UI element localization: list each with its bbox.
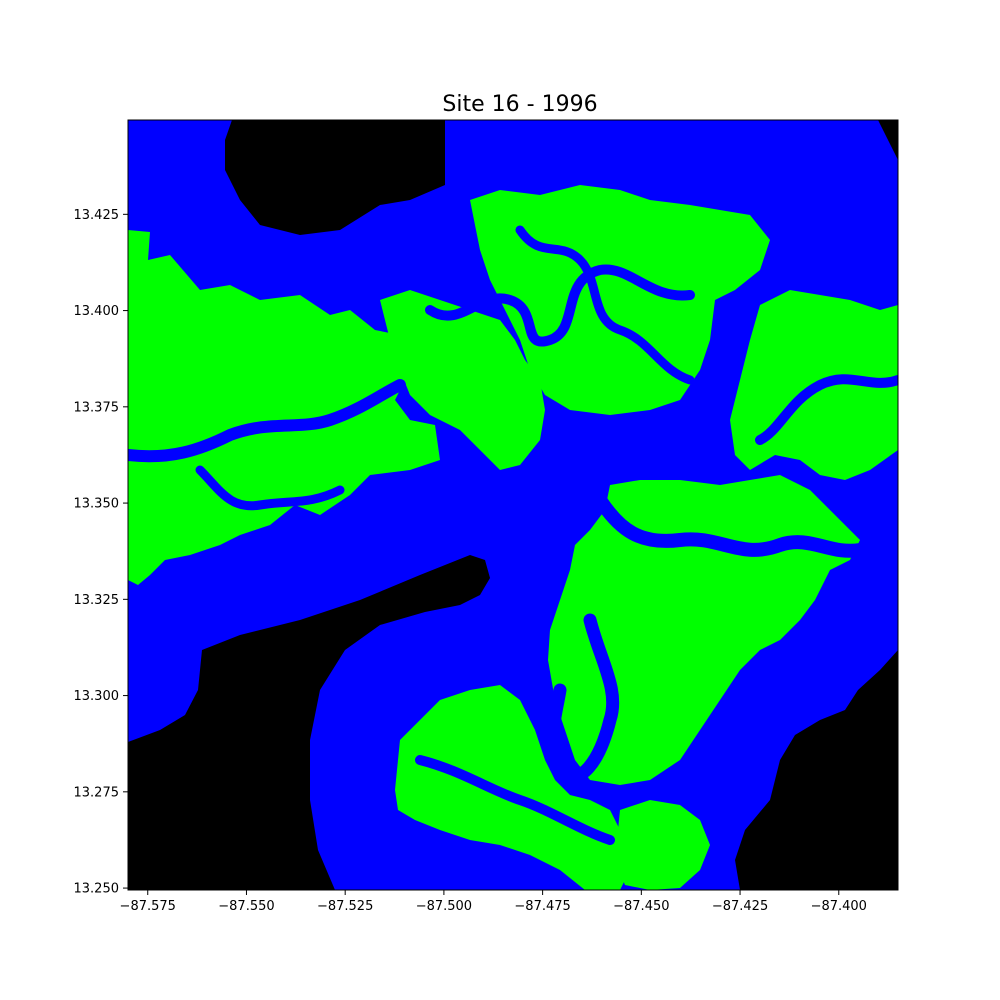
vegetation-southwest xyxy=(395,685,630,890)
y-tick-label: 13.400 xyxy=(74,304,120,319)
x-tick-label: −87.425 xyxy=(712,899,768,914)
axes-frame xyxy=(127,119,899,891)
x-tick-label: −87.400 xyxy=(811,899,867,914)
channel-west-branch xyxy=(195,465,345,511)
channel-main-west xyxy=(128,379,406,463)
vegetation-south-east xyxy=(615,800,710,890)
y-tick-label: 13.275 xyxy=(74,785,120,800)
nodata-region-bottom-left xyxy=(128,555,490,890)
nodata-layer xyxy=(128,120,898,890)
x-axis: −87.575 −87.550 −87.525 −87.500 −87.475 −87.4… xyxy=(120,890,867,914)
channel-north-meander xyxy=(425,264,695,347)
x-tick-label: −87.550 xyxy=(218,899,274,914)
y-tick-label: 13.325 xyxy=(74,593,120,608)
x-tick-label: −87.450 xyxy=(613,899,669,914)
nodata-region-top-left xyxy=(225,120,445,235)
vegetation-layer xyxy=(128,185,898,890)
nodata-region-top-right xyxy=(795,120,898,160)
map-title: Site 16 - 1996 xyxy=(442,92,597,117)
channel-north-river xyxy=(515,225,695,385)
map-area xyxy=(128,120,898,890)
y-tick-label: 13.250 xyxy=(74,882,120,897)
vegetation-central-south xyxy=(548,475,860,785)
y-tick-label: 13.425 xyxy=(74,208,120,223)
y-tick-label: 13.350 xyxy=(74,497,120,512)
vegetation-west-bank xyxy=(128,230,440,585)
channel-east xyxy=(755,374,898,445)
y-tick-label: 13.375 xyxy=(74,400,120,415)
vegetation-north-islands xyxy=(470,185,770,415)
y-axis: 13.425 13.400 13.375 13.350 13.325 13.300 13.2… xyxy=(74,208,128,897)
vegetation-north-central xyxy=(380,290,545,470)
nodata-region-bottom-right xyxy=(735,650,898,890)
channel-layer xyxy=(128,225,898,845)
channel-southwest xyxy=(415,755,615,845)
x-tick-label: −87.500 xyxy=(416,899,472,914)
x-tick-label: −87.525 xyxy=(317,899,373,914)
x-tick-label: −87.475 xyxy=(514,899,570,914)
channel-central-south xyxy=(593,493,867,558)
y-tick-label: 13.300 xyxy=(74,689,120,704)
x-tick-label: −87.575 xyxy=(120,899,176,914)
channel-south-loop xyxy=(545,613,620,783)
